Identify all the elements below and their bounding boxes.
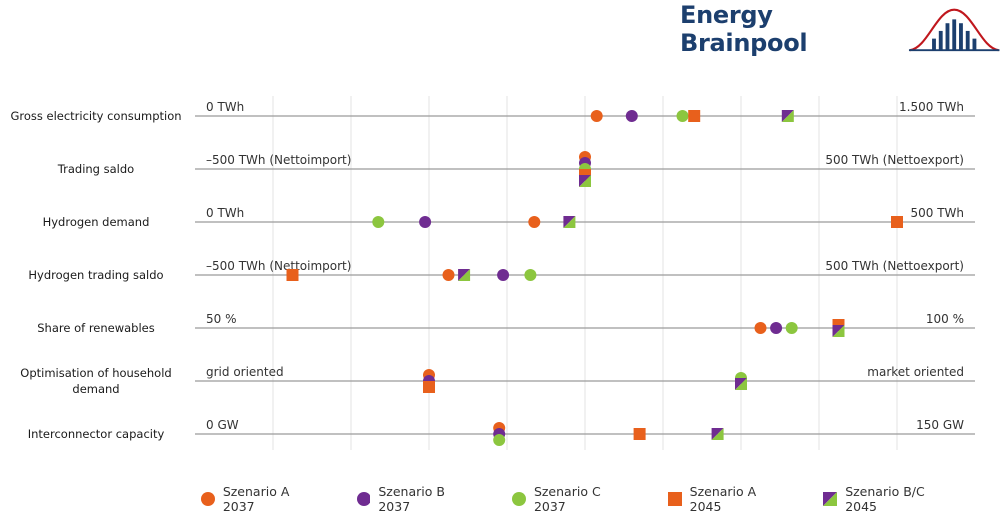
scenario-chart: Gross electricity consumption 0 TWh 1.500 … (10, 96, 975, 450)
legend-item: Szenario A 2045 (667, 484, 785, 514)
legend-label: Szenario A 2045 (689, 484, 757, 514)
row: Gross electricity consumption 0 TWh 1.500 … (10, 100, 975, 123)
legend-label: Szenario B/C 2045 (845, 484, 925, 514)
row-right-label: 500 TWh (Nettoexport) (825, 153, 964, 167)
marker-split-square (579, 175, 591, 187)
marker-half (579, 175, 591, 187)
row-left-label: grid oriented (206, 365, 284, 379)
row-right-label: 150 GW (916, 418, 964, 432)
marker-square (286, 269, 299, 281)
legend-marker (667, 492, 682, 506)
marker-split-square (781, 110, 794, 122)
legend: Szenario A 2037 Szenario B 2037 Szenario C… (200, 484, 990, 514)
marker-square (688, 110, 701, 122)
row-left-label: –500 TWh (Nettoimport) (206, 153, 351, 167)
brand-name: Energy Brainpool (680, 1, 808, 57)
row-label: Share of renewables (37, 321, 155, 335)
row-label: Interconnector capacity (28, 427, 165, 441)
marker-circle (625, 110, 638, 122)
marker-square (891, 216, 903, 228)
legend-marker (823, 492, 838, 506)
brand-bars-icon (908, 8, 1000, 52)
marker-circle (493, 434, 506, 446)
row: Hydrogen demand 0 TWh 500 TWh (43, 206, 975, 229)
row: Interconnector capacity 0 GW 150 GW (28, 418, 975, 446)
legend-item: Szenario B/C 2045 (822, 484, 952, 514)
marker-half (781, 110, 794, 122)
marker-circle (590, 110, 603, 122)
marker-circle (524, 269, 537, 281)
row: Trading saldo –500 TWh (Nettoimport) 500 T… (57, 151, 975, 187)
row-label: Gross electricity consumption (10, 109, 181, 123)
marker-square (633, 428, 646, 440)
row-label: Hydrogen demand (43, 215, 150, 229)
row-right-label: 500 TWh (910, 206, 964, 220)
row-right-label: 500 TWh (Nettoexport) (825, 259, 964, 273)
legend-item: Szenario C 2037 (511, 484, 629, 514)
row-label: demand (72, 382, 119, 396)
row-right-label: market oriented (867, 365, 964, 379)
legend-label: Szenario C 2037 (533, 484, 601, 514)
legend-item: Szenario B 2037 (356, 484, 474, 514)
marker-square (667, 492, 682, 506)
marker-split-square (823, 492, 838, 506)
marker-half (823, 492, 838, 506)
row-left-label: 0 TWh (206, 206, 244, 220)
legend-marker (512, 492, 526, 506)
legend-marker (201, 492, 215, 506)
marker-circle (419, 216, 432, 228)
row-label: Optimisation of household (20, 366, 171, 380)
marker-square (423, 381, 435, 393)
row: Share of renewables 50 % 100 % (37, 312, 975, 337)
marker-half (563, 216, 576, 228)
row-label: Trading saldo (57, 162, 134, 176)
marker-split-square (711, 428, 724, 440)
marker-split-square (458, 269, 471, 281)
marker-split-square (832, 325, 845, 337)
marker-circle (372, 216, 385, 228)
marker-circle (676, 110, 689, 122)
marker-circle (512, 492, 526, 506)
marker-circle (497, 269, 510, 281)
marker-circle (528, 216, 541, 228)
row-left-label: 50 % (206, 312, 237, 326)
marker-circle (356, 492, 371, 506)
marker-half (735, 378, 747, 390)
row-left-label: 0 GW (206, 418, 239, 432)
marker-circle (442, 269, 455, 281)
marker-split-square (735, 378, 747, 390)
row: Hydrogen trading saldo –500 TWh (Nettoimp… (28, 259, 975, 282)
row-label: Hydrogen trading saldo (28, 268, 163, 282)
row-right-label: 1.500 TWh (899, 100, 964, 114)
marker-half (832, 325, 845, 337)
marker-half (823, 492, 838, 506)
row-right-label: 100 % (926, 312, 964, 326)
marker-circle (201, 492, 215, 506)
legend-label: Szenario A 2037 (222, 484, 290, 514)
marker-split-square (563, 216, 576, 228)
brand-logo: Energy Brainpool (680, 1, 1000, 57)
legend-marker (356, 492, 371, 506)
row-left-label: 0 TWh (206, 100, 244, 114)
marker-circle (785, 322, 798, 334)
marker-half (458, 269, 471, 281)
legend-label: Szenario B 2037 (378, 484, 445, 514)
row-left-label: –500 TWh (Nettoimport) (206, 259, 351, 273)
row: Optimisation of household demand grid orie… (20, 365, 975, 396)
legend-item: Szenario A 2037 (200, 484, 318, 514)
marker-half (711, 428, 724, 440)
marker-circle (754, 322, 767, 334)
marker-circle (770, 322, 783, 334)
